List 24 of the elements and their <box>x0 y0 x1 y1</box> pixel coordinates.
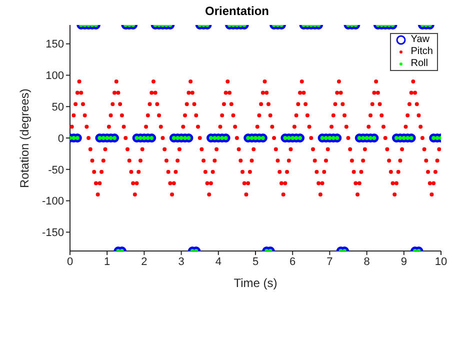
x-tick-label: 10 <box>434 256 448 268</box>
x-tick-label: 6 <box>290 256 296 268</box>
x-tick-label: 3 <box>178 256 184 268</box>
x-tick-label: 4 <box>215 256 222 268</box>
x-tick-label: 2 <box>141 256 148 268</box>
legend-label: Pitch <box>410 46 433 58</box>
x-tick-label: 7 <box>326 256 333 268</box>
legend-label: Roll <box>410 58 428 70</box>
x-tick-label: 0 <box>66 256 74 268</box>
x-tick-label: 9 <box>400 256 407 268</box>
y-axis-title: Rotation (degrees) <box>17 88 32 188</box>
y-tick-label: -50 <box>48 164 64 176</box>
legend-label: Yaw <box>410 34 430 46</box>
y-tick-label: 50 <box>52 102 64 114</box>
chart-title: Orientation <box>204 4 270 18</box>
y-tick-label: 100 <box>46 70 64 82</box>
y-tick-label: 150 <box>46 38 64 51</box>
y-tick-label: -150 <box>42 227 64 240</box>
x-tick-label: 8 <box>364 256 370 268</box>
y-tick-label: 0 <box>58 132 64 145</box>
x-axis-title: Time (s) <box>234 276 278 290</box>
x-tick-label: 1 <box>104 256 110 268</box>
y-tick-label: -100 <box>42 196 64 208</box>
x-tick-label: 5 <box>252 256 259 268</box>
